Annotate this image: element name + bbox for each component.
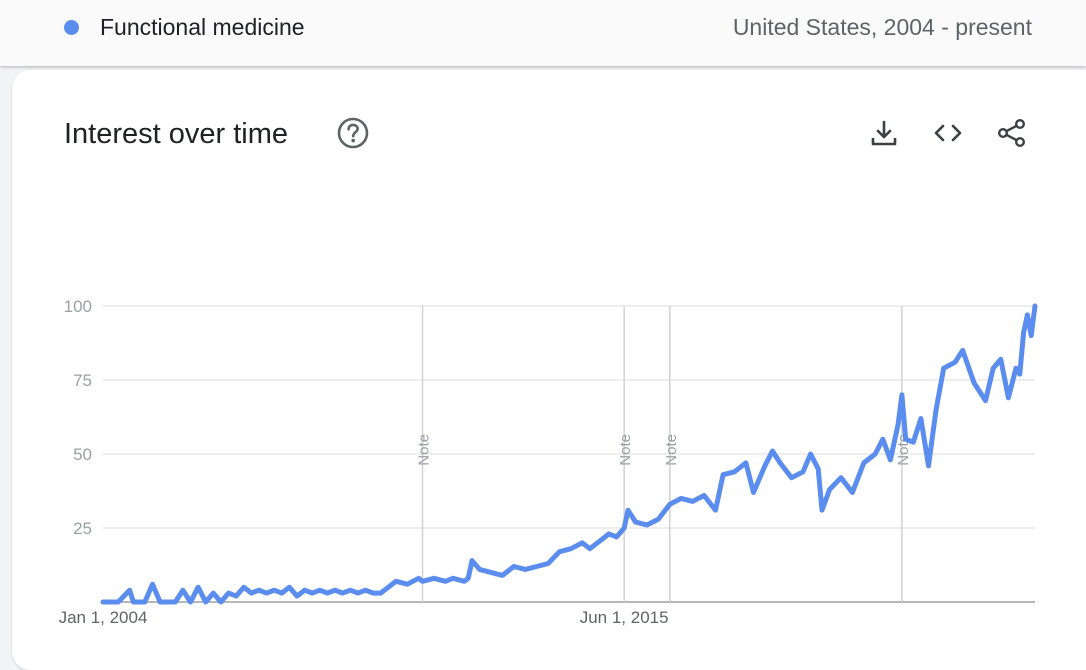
note-label[interactable]: Note [663, 434, 680, 466]
note-label[interactable]: Note [617, 434, 634, 466]
interest-over-time-card [12, 70, 1086, 670]
x-tick-label: Jan 1, 2004 [59, 608, 148, 627]
x-tick-label: Jun 1, 2015 [580, 608, 669, 627]
term-color-dot [64, 20, 79, 35]
help-icon[interactable] [336, 116, 370, 150]
y-tick-label: 100 [64, 297, 92, 316]
card-title: Interest over time [64, 118, 289, 150]
search-term-label: Functional medicine [100, 14, 305, 40]
note-label[interactable]: Note [416, 434, 433, 466]
y-tick-label: 50 [73, 445, 92, 464]
embed-icon[interactable] [932, 117, 964, 149]
region-and-range: United States, 2004 - present [732, 14, 1032, 40]
y-tick-label: 25 [73, 519, 92, 538]
download-icon[interactable] [868, 117, 900, 149]
header-bar: Functional medicine United States, 2004 … [0, 0, 1086, 66]
series-line[interactable] [100, 303, 1038, 605]
share-icon[interactable] [996, 117, 1028, 149]
y-tick-label: 75 [73, 371, 92, 390]
